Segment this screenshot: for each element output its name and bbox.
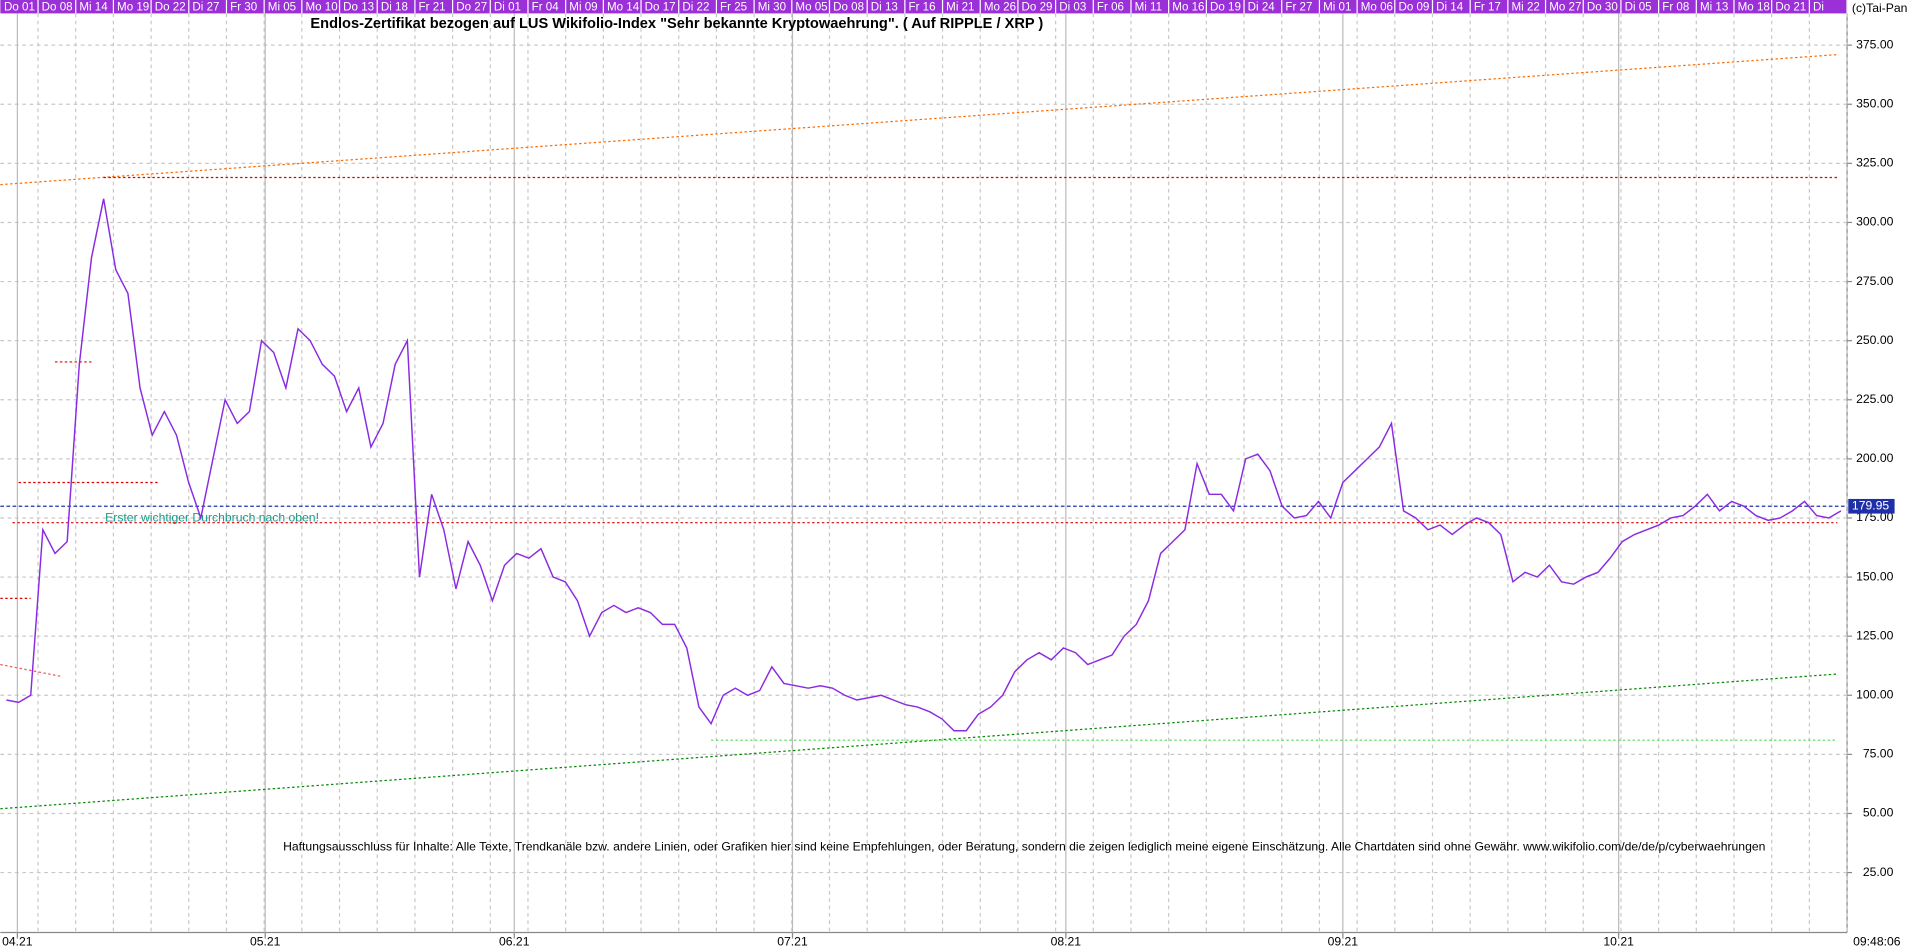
- day-label: Mo 10: [306, 1, 338, 13]
- chart-title: Endlos-Zertifikat bezogen auf LUS Wikifo…: [310, 16, 1043, 32]
- day-label: Do 13: [343, 1, 374, 13]
- y-tick-label: 125.00: [1856, 628, 1893, 642]
- y-tick-label: 325.00: [1856, 156, 1893, 170]
- day-label: Mo 16: [1172, 1, 1204, 13]
- day-label: Do 08: [42, 1, 73, 13]
- day-label: Mi 05: [268, 1, 296, 13]
- day-label: Mi 01: [1323, 1, 1351, 13]
- day-label: Fr 30: [230, 1, 257, 13]
- day-label: Di 14: [1436, 1, 1464, 13]
- x-tick-label: 04.21: [2, 934, 33, 948]
- day-label: Fr 04: [532, 1, 560, 13]
- day-label: Di 18: [381, 1, 408, 13]
- day-label: Mo 27: [1549, 1, 1581, 13]
- y-tick-label: 275.00: [1856, 274, 1893, 288]
- day-label: Di 24: [1248, 1, 1276, 13]
- y-tick-label: 350.00: [1856, 96, 1893, 110]
- day-label: Mi 13: [1700, 1, 1728, 13]
- day-label: Di 01: [494, 1, 521, 13]
- day-label: Mi 21: [946, 1, 974, 13]
- x-tick-label: 07.21: [777, 934, 808, 948]
- day-label: Di 03: [1059, 1, 1086, 13]
- x-tick-label: 10.21: [1603, 934, 1634, 948]
- day-label: Di 22: [682, 1, 709, 13]
- x-tick-label: 05.21: [250, 934, 281, 948]
- day-label: Di 13: [871, 1, 898, 13]
- y-tick-label: 100.00: [1856, 687, 1893, 701]
- disclaimer: Haftungsausschluss für Inhalte: Alle Tex…: [283, 839, 1765, 853]
- day-label: Mo 14: [607, 1, 640, 13]
- day-label: Do 17: [645, 1, 676, 13]
- day-label: Fr 16: [909, 1, 936, 13]
- day-label: Fr 08: [1662, 1, 1689, 13]
- day-label: Do 01: [4, 1, 35, 13]
- day-label: Do 09: [1398, 1, 1429, 13]
- x-tick-label: 08.21: [1051, 934, 1082, 948]
- trend-line: [0, 663, 62, 677]
- y-tick-label: 250.00: [1856, 333, 1893, 347]
- day-label: Mi 09: [569, 1, 597, 13]
- day-label: Do 08: [833, 1, 864, 13]
- day-label: Fr 27: [1285, 1, 1312, 13]
- day-label: Do 29: [1022, 1, 1053, 13]
- y-tick-label: 300.00: [1856, 215, 1893, 229]
- day-label: Mo 06: [1361, 1, 1393, 13]
- day-label: Do 22: [155, 1, 186, 13]
- price-line: [6, 198, 1842, 732]
- y-tick-label: 200.00: [1856, 451, 1893, 465]
- day-label: Di 05: [1625, 1, 1652, 13]
- y-tick-label: 150.00: [1856, 569, 1893, 583]
- day-label: Mi 22: [1512, 1, 1540, 13]
- y-tick-label: 225.00: [1856, 392, 1893, 406]
- y-tick-label: 75.00: [1863, 747, 1894, 761]
- day-label: Mo 26: [984, 1, 1016, 13]
- day-label: Mi 30: [758, 1, 786, 13]
- day-label: Do 30: [1587, 1, 1618, 13]
- day-label: Mo 18: [1738, 1, 1770, 13]
- date-bar: [0, 0, 1848, 14]
- day-label: Do 21: [1775, 1, 1806, 13]
- y-tick-label: 50.00: [1863, 806, 1894, 820]
- day-label: Do 27: [456, 1, 487, 13]
- last-value-label: 179.95: [1852, 498, 1889, 512]
- y-tick-label: 25.00: [1863, 865, 1894, 879]
- day-label: Mo 19: [117, 1, 149, 13]
- day-label: Do 19: [1210, 1, 1241, 13]
- x-tick-label: 09.21: [1328, 934, 1359, 948]
- time: 09:48:06: [1853, 934, 1901, 948]
- x-tick-label: 06.21: [499, 934, 530, 948]
- last-value-box: [1848, 498, 1895, 514]
- day-label: Mi 14: [79, 1, 108, 13]
- day-label: Di 27: [192, 1, 219, 13]
- day-label: Fr 06: [1097, 1, 1124, 13]
- copyright: (c)Tai-Pan: [1852, 1, 1907, 15]
- y-tick-label: 175.00: [1856, 510, 1893, 524]
- day-label: Mo 05: [795, 1, 827, 13]
- day-label: Fr 25: [720, 1, 747, 13]
- day-label: Fr 21: [419, 1, 446, 13]
- day-label: Fr 17: [1474, 1, 1501, 13]
- day-label: Mi 11: [1135, 1, 1162, 13]
- y-tick-label: 375.00: [1856, 37, 1893, 51]
- day-label: Di: [1813, 1, 1824, 13]
- annotation: Erster wichtiger Durchbruch nach oben!: [105, 510, 319, 524]
